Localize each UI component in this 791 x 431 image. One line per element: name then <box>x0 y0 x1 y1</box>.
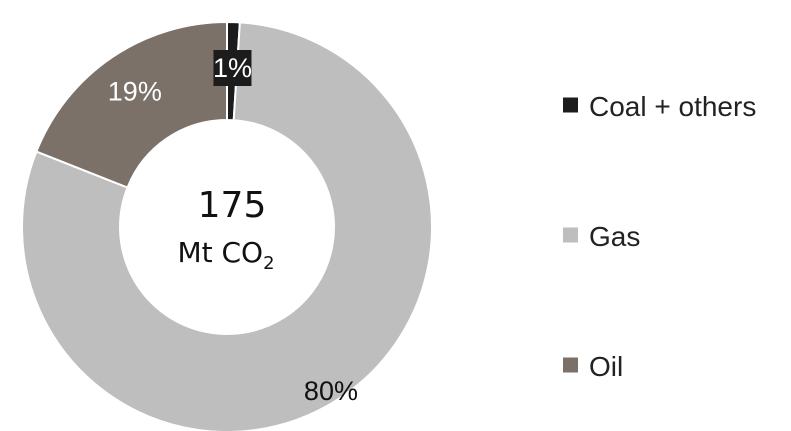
legend-label-oil: Oil <box>589 351 623 382</box>
pct-label-coal-others: 1% <box>213 53 252 83</box>
center-value-label: 175 <box>198 185 267 226</box>
donut-center: 175 Mt CO2 <box>177 185 274 274</box>
legend-label-gas: Gas <box>589 221 640 252</box>
pct-label-gas: 80% <box>304 376 358 406</box>
center-unit-subscript: 2 <box>263 253 274 274</box>
pct-label-oil: 19% <box>108 76 162 106</box>
slice-percent-labels: 1% 80% 19% <box>108 50 358 406</box>
donut-slices <box>21 20 433 431</box>
legend-swatch-oil <box>563 357 578 373</box>
center-unit-label: Mt CO2 <box>177 236 274 274</box>
label-box-coal-others <box>213 50 252 86</box>
legend-swatch-gas <box>563 227 578 243</box>
center-unit-main: Mt CO <box>177 236 263 269</box>
chart-legend: Coal + others Gas Oil <box>563 91 756 382</box>
slice-oil <box>35 20 228 189</box>
slice-gas <box>21 21 433 431</box>
legend-swatch-coal-others <box>563 97 578 113</box>
legend-label-coal-others: Coal + others <box>589 91 756 122</box>
